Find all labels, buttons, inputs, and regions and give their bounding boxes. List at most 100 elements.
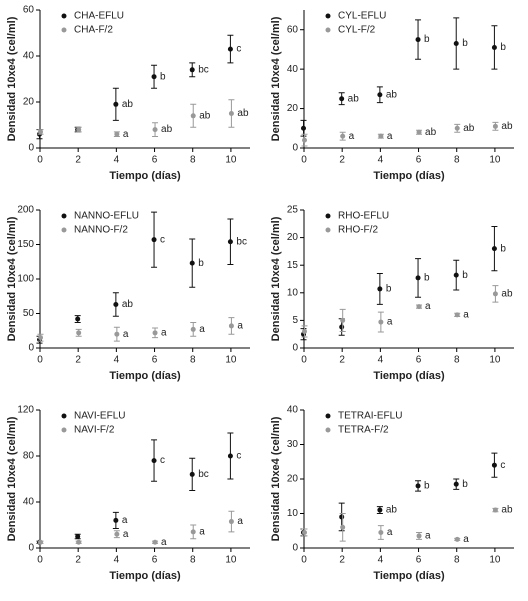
x-axis-label: Tiempo (días) (373, 570, 445, 582)
x-tick-label: 4 (114, 155, 120, 166)
x-tick-label: 4 (378, 155, 384, 166)
significance-letter: ab (348, 93, 360, 104)
x-tick-label: 6 (416, 555, 422, 566)
x-tick-label: 2 (75, 555, 81, 566)
y-axis-label: Densidad 10xe4 (cel/ml) (6, 16, 18, 141)
point (454, 312, 460, 318)
significance-letter: b (386, 284, 392, 295)
point (378, 529, 384, 535)
significance-letter: ab (161, 124, 173, 135)
significance-letter: c (236, 451, 241, 462)
point (415, 275, 421, 281)
significance-letter: a (161, 327, 167, 338)
x-tick-label: 2 (75, 355, 81, 366)
point (415, 483, 421, 489)
significance-letter: b (160, 71, 166, 82)
point (491, 246, 497, 252)
y-tick-label: 100 (17, 274, 34, 285)
x-tick-label: 4 (378, 555, 384, 566)
x-tick-label: 8 (190, 555, 196, 566)
x-tick-label: 6 (152, 355, 158, 366)
y-tick-label: 120 (17, 405, 34, 416)
legend-label: CHA-F/2 (74, 25, 113, 36)
point (114, 531, 120, 537)
point (75, 316, 81, 322)
point (228, 519, 234, 525)
y-tick-label: 80 (23, 451, 35, 462)
significance-letter: b (462, 270, 468, 281)
significance-letter: ab (501, 121, 513, 132)
point (38, 129, 43, 135)
significance-letter: ab (199, 110, 211, 121)
significance-letter: ab (237, 108, 249, 119)
y-tick-label: 25 (287, 205, 299, 216)
point (151, 237, 157, 243)
point (228, 111, 234, 116)
x-tick-label: 2 (75, 155, 81, 166)
legend-label: RHO-EFLU (338, 211, 389, 222)
legend-marker (61, 413, 67, 419)
significance-letter: a (199, 324, 205, 335)
x-tick-label: 8 (190, 155, 196, 166)
significance-letter: c (500, 460, 505, 471)
y-tick-label: 60 (287, 24, 299, 35)
y-tick-label: 0 (292, 343, 298, 354)
point (377, 507, 383, 513)
significance-letter: ab (386, 505, 398, 516)
point (76, 127, 82, 133)
point (339, 514, 345, 520)
point (339, 324, 345, 330)
significance-letter: a (199, 527, 205, 538)
point (113, 302, 119, 308)
point (378, 319, 384, 325)
legend-marker (61, 227, 67, 233)
significance-letter: a (123, 129, 129, 140)
significance-letter: c (160, 455, 165, 466)
legend-label: NANNO-EFLU (74, 211, 139, 222)
y-tick-label: 20 (287, 232, 299, 243)
y-tick-label: 40 (23, 497, 35, 508)
significance-letter: a (387, 317, 393, 328)
significance-letter: b (462, 479, 468, 490)
significance-letter: bc (198, 469, 209, 480)
point (75, 534, 81, 539)
significance-letter: bc (236, 236, 247, 247)
legend-label: CYL-F/2 (338, 25, 376, 36)
point (491, 462, 497, 468)
x-tick-label: 2 (339, 355, 345, 366)
significance-letter: b (424, 481, 430, 492)
legend-label: RHO-F/2 (338, 225, 378, 236)
x-tick-label: 6 (416, 155, 422, 166)
x-tick-label: 2 (339, 155, 345, 166)
x-tick-label: 0 (37, 155, 43, 166)
y-tick-label: 5 (292, 315, 298, 326)
y-tick-label: 200 (17, 205, 34, 216)
point (227, 46, 233, 52)
point (302, 529, 307, 535)
y-axis-label: Densidad 10xe4 (cel/ml) (270, 216, 282, 341)
legend-marker (61, 213, 67, 219)
x-axis-label: Tiempo (días) (109, 570, 181, 582)
significance-letter: b (424, 34, 430, 45)
significance-letter: ab (501, 505, 513, 516)
point (76, 330, 82, 336)
x-tick-label: 4 (114, 555, 120, 566)
y-tick-label: 20 (23, 97, 35, 108)
significance-letter: b (500, 243, 506, 254)
point (152, 127, 158, 133)
point (339, 96, 345, 102)
point (492, 123, 498, 129)
x-tick-label: 0 (37, 355, 43, 366)
point (415, 37, 421, 43)
legend-marker (325, 13, 331, 19)
point (377, 286, 383, 292)
point (152, 330, 158, 336)
y-tick-label: 10 (287, 508, 299, 519)
y-tick-label: 0 (28, 343, 34, 354)
y-tick-label: 0 (28, 543, 34, 554)
point (340, 524, 346, 530)
significance-letter: b (424, 273, 430, 284)
x-tick-label: 10 (225, 355, 237, 366)
y-tick-label: 40 (287, 405, 299, 416)
